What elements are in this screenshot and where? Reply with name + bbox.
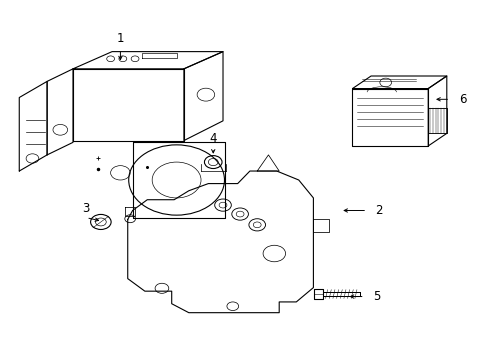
Text: 3: 3 [82, 202, 90, 215]
Text: 5: 5 [373, 290, 381, 303]
Text: 2: 2 [376, 204, 383, 217]
Text: 6: 6 [459, 93, 466, 106]
Text: 1: 1 [117, 32, 124, 45]
Text: 4: 4 [210, 132, 217, 145]
